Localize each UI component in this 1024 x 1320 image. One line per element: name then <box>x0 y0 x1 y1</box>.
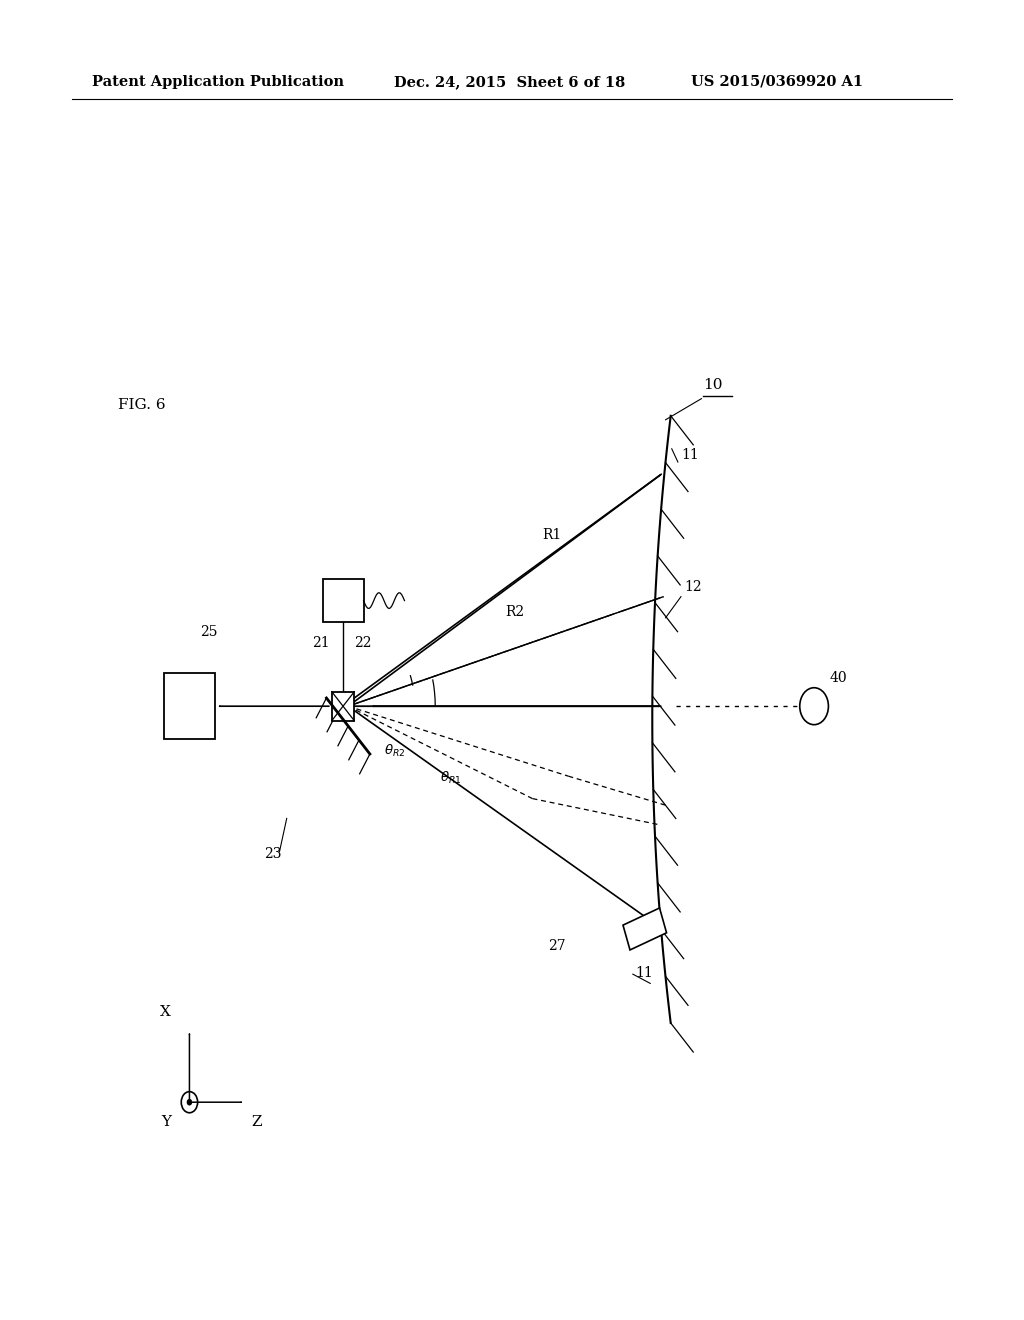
Text: $\theta_{R2}$: $\theta_{R2}$ <box>384 743 406 759</box>
Bar <box>323 579 364 622</box>
Text: 25: 25 <box>200 626 217 639</box>
Bar <box>332 692 354 721</box>
Text: FIG. 6: FIG. 6 <box>118 399 166 412</box>
Bar <box>623 908 667 950</box>
Text: 12: 12 <box>684 581 701 594</box>
Text: Dec. 24, 2015  Sheet 6 of 18: Dec. 24, 2015 Sheet 6 of 18 <box>394 75 626 88</box>
Text: $\theta_{R1}$: $\theta_{R1}$ <box>440 770 462 785</box>
Circle shape <box>187 1100 191 1105</box>
Bar <box>164 673 215 739</box>
Text: X: X <box>160 1006 171 1019</box>
Text: 11: 11 <box>635 966 652 979</box>
Text: 22: 22 <box>354 636 372 649</box>
Text: 27: 27 <box>548 940 565 953</box>
Text: 40: 40 <box>829 672 847 685</box>
Text: Y: Y <box>161 1115 171 1129</box>
Text: 23: 23 <box>264 847 282 861</box>
Text: 10: 10 <box>703 379 723 392</box>
Text: R2: R2 <box>505 606 524 619</box>
Text: Z: Z <box>251 1115 261 1129</box>
Text: US 2015/0369920 A1: US 2015/0369920 A1 <box>691 75 863 88</box>
Text: 21: 21 <box>312 636 330 649</box>
Text: 11: 11 <box>681 449 698 462</box>
Text: R1: R1 <box>543 528 562 541</box>
Text: Patent Application Publication: Patent Application Publication <box>92 75 344 88</box>
